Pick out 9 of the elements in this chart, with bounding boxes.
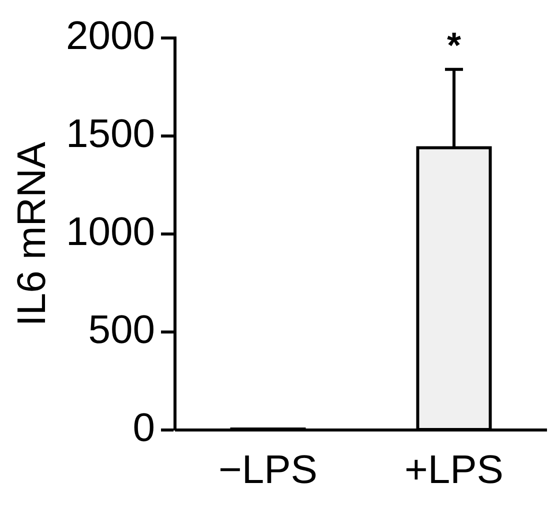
y-tick-label: 500: [88, 308, 155, 352]
y-axis-title: IL6 mRNA: [10, 141, 54, 326]
y-tick-label: 1500: [66, 112, 155, 156]
y-tick-label: 1000: [66, 210, 155, 254]
y-tick-label: 2000: [66, 14, 155, 58]
x-tick-label: −LPS: [218, 448, 318, 492]
x-tick-label: +LPS: [404, 448, 504, 492]
y-tick-label: 0: [132, 406, 155, 450]
annotation: *: [446, 24, 462, 66]
